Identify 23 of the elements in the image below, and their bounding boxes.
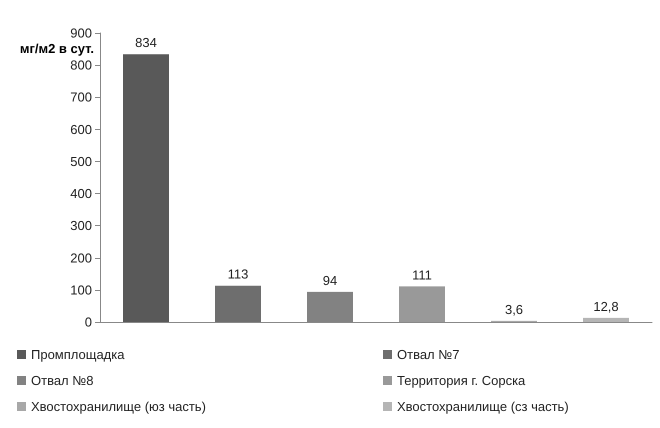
legend-label: Промплощадка bbox=[31, 347, 126, 362]
y-tick-label: 800 bbox=[70, 58, 92, 73]
data-label: 3,6 bbox=[504, 302, 524, 317]
data-label: 834 bbox=[135, 35, 157, 50]
y-tick-label: 400 bbox=[70, 186, 92, 202]
data-label: 12,8 bbox=[593, 298, 619, 314]
legend-label: Хвостохранилище (сз часть) bbox=[397, 399, 569, 414]
y-tick-label: 100 bbox=[70, 282, 92, 298]
y-tick-label: 0 bbox=[84, 314, 92, 330]
y-tick-label: 500 bbox=[70, 154, 92, 169]
legend-label: Отвал №7 bbox=[397, 347, 460, 362]
legend-label: Отвал №8 bbox=[31, 373, 94, 388]
y-tick-label: 600 bbox=[70, 122, 92, 137]
y-tick-label: 200 bbox=[70, 250, 92, 266]
data-label: 94 bbox=[322, 272, 338, 288]
y-tick-label: 700 bbox=[70, 90, 92, 105]
legend-label: Территория г. Сорска bbox=[397, 373, 526, 388]
data-label: 113 bbox=[228, 266, 248, 282]
y-tick-label: 300 bbox=[70, 218, 92, 234]
y-axis-title: мг/м2 в сут. bbox=[20, 41, 94, 56]
data-label: 111 bbox=[412, 267, 432, 282]
legend-label: Хвостохранилище (юз часть) bbox=[31, 399, 206, 414]
y-tick-label: 900 bbox=[70, 26, 92, 40]
